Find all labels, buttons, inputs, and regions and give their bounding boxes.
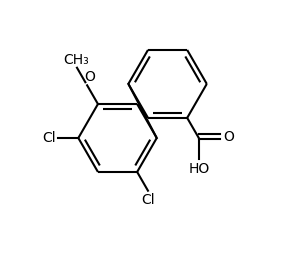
Text: HO: HO — [189, 163, 210, 176]
Text: Cl: Cl — [42, 131, 56, 145]
Text: Cl: Cl — [141, 193, 155, 207]
Text: O: O — [84, 70, 95, 84]
Text: CH₃: CH₃ — [63, 52, 89, 67]
Text: O: O — [223, 129, 234, 144]
